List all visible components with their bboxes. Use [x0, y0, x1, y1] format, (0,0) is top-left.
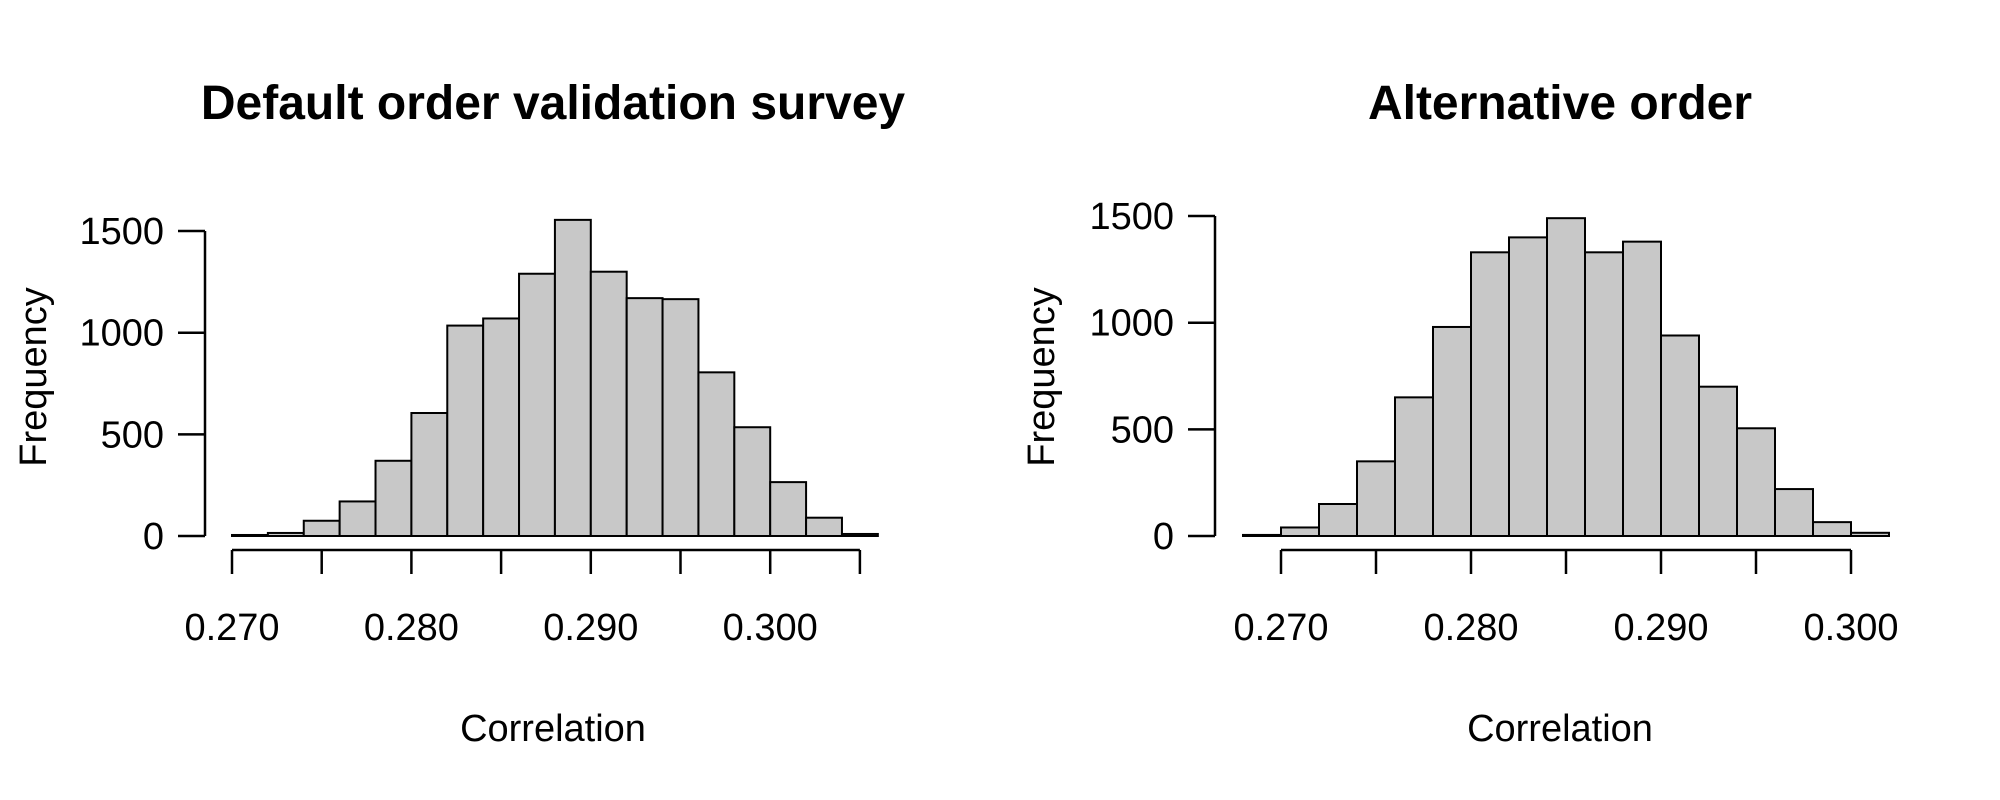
y-tick-label: 1500 [79, 211, 164, 253]
x-tick-label: 0.270 [184, 607, 279, 649]
histogram-bar [1318, 503, 1358, 538]
histogram-bar [1432, 325, 1472, 537]
histogram-bar [302, 519, 341, 538]
y-tick-label: 0 [1153, 516, 1174, 558]
histogram-bar [482, 317, 521, 537]
histogram-bar [733, 426, 772, 537]
histogram-bar [1242, 533, 1282, 537]
histogram-bar [266, 531, 305, 538]
y-tick-label: 1000 [79, 313, 164, 355]
x-axis-label: Correlation [460, 708, 646, 750]
x-tick-label: 0.290 [543, 607, 638, 649]
histogram-bar [697, 371, 736, 537]
y-axis: 0 500 1000 1500 [79, 211, 207, 558]
x-axis-label: Correlation [1467, 708, 1653, 750]
histogram-bar [1622, 240, 1662, 537]
histogram-bar [1774, 488, 1814, 538]
histogram-bar [1850, 531, 1890, 537]
histogram-bar [1584, 251, 1624, 537]
histogram-bar [1356, 460, 1396, 537]
x-tick-label: 0.300 [723, 607, 818, 649]
y-axis: 0 500 1000 1500 [1089, 196, 1217, 558]
histogram-bar [1546, 217, 1586, 537]
x-axis: 0.270 0.280 0.290 0.300 [184, 548, 862, 649]
histogram-bar [1508, 236, 1548, 537]
x-tick-label: 0.270 [1233, 607, 1328, 649]
histogram-bar [661, 298, 700, 537]
histogram-bar [625, 297, 664, 537]
y-tick-label: 1000 [1089, 303, 1174, 345]
chart-title: Default order validation survey [201, 77, 906, 130]
histogram-bar [1698, 385, 1738, 537]
x-tick-label: 0.290 [1613, 607, 1708, 649]
histogram-bar [1394, 396, 1434, 538]
y-tick-label: 0 [143, 516, 164, 558]
histogram-bar [446, 324, 485, 537]
histogram-bar [553, 218, 592, 537]
histogram-bar [1470, 251, 1510, 537]
histogram-bar [1812, 521, 1852, 537]
histogram-bars [1242, 217, 1890, 538]
x-tick-label: 0.280 [364, 607, 459, 649]
histogram-panel-alternative-order: Alternative order Correlation Frequency … [1021, 77, 1899, 750]
y-tick-label: 1500 [1089, 196, 1174, 238]
chart-title: Alternative order [1368, 77, 1752, 130]
histogram-bar [231, 533, 269, 538]
histogram-panel-default-order: Default order validation survey Correlat… [13, 77, 905, 750]
y-axis-label: Frequency [1021, 287, 1063, 467]
histogram-bar [1660, 334, 1700, 537]
x-axis: 0.270 0.280 0.290 0.300 [1233, 548, 1899, 649]
histogram-bar [1736, 427, 1776, 538]
histogram-bar [1280, 526, 1320, 538]
y-tick-label: 500 [1111, 409, 1174, 451]
y-axis-label: Frequency [13, 287, 55, 467]
histogram-bar [410, 412, 449, 538]
histogram-bar [589, 270, 628, 537]
histogram-bar [805, 516, 843, 538]
y-tick-label: 500 [101, 414, 164, 456]
histogram-bar [518, 272, 556, 537]
histogram-bar [374, 459, 413, 537]
histogram-bar [769, 481, 808, 537]
histogram-bars [231, 218, 879, 538]
histogram-bar [840, 532, 879, 537]
histogram-bar [338, 500, 377, 537]
x-tick-label: 0.280 [1423, 607, 1518, 649]
x-tick-label: 0.300 [1803, 607, 1898, 649]
